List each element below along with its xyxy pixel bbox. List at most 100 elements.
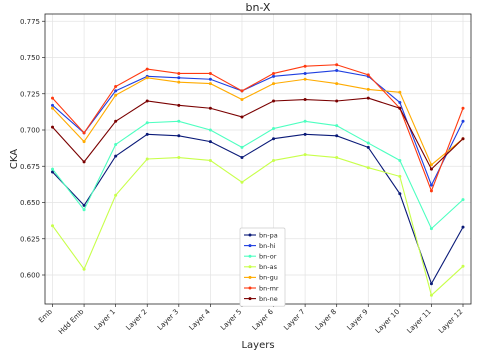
data-point — [82, 131, 86, 135]
data-point — [272, 74, 276, 78]
chart-title: bn-X — [246, 1, 271, 14]
data-point — [51, 125, 54, 129]
data-point — [145, 132, 149, 136]
data-point — [303, 98, 307, 102]
data-point — [51, 167, 54, 171]
data-point — [461, 137, 465, 141]
x-axis-title: Layers — [241, 340, 274, 351]
data-point — [240, 180, 244, 184]
data-point — [82, 203, 86, 207]
y-tick-label: 0.725 — [20, 90, 40, 98]
legend-marker-bn-hi — [248, 244, 252, 248]
data-point — [272, 137, 276, 141]
data-point — [51, 224, 54, 228]
data-point — [335, 156, 339, 160]
data-point — [114, 93, 118, 97]
legend-label-bn-as: bn-as — [259, 263, 278, 271]
data-point — [272, 158, 276, 162]
series-line-bn-gu — [52, 77, 464, 166]
data-point — [51, 106, 54, 110]
y-tick-label: 0.700 — [20, 127, 40, 135]
data-point — [177, 71, 181, 75]
series-line-bn-ne — [52, 97, 464, 171]
data-point — [303, 64, 307, 68]
data-point — [145, 76, 149, 80]
legend-marker-bn-gu — [248, 275, 252, 279]
y-tick-label: 0.600 — [20, 272, 40, 280]
data-point — [398, 174, 402, 178]
legend-marker-bn-as — [248, 265, 252, 269]
data-point — [82, 140, 86, 144]
y-tick-label: 0.750 — [20, 54, 40, 62]
data-point — [240, 98, 244, 102]
data-point — [429, 293, 433, 297]
legend-label-bn-hi: bn-hi — [259, 242, 276, 250]
data-point — [114, 154, 118, 158]
y-axis: 0.600 0.625 0.650 0.675 0.700 0.725 0.750 0.775 — [20, 18, 45, 280]
y-tick-label: 0.625 — [20, 235, 40, 243]
series-bn-as — [51, 153, 465, 297]
data-point — [177, 134, 181, 138]
legend-label-bn-mr: bn-mr — [259, 284, 279, 292]
data-point — [461, 198, 465, 202]
data-point — [82, 267, 86, 271]
data-point — [240, 115, 244, 119]
legend-label-bn-pa: bn-pa — [259, 231, 278, 239]
data-point — [51, 170, 54, 174]
data-point — [272, 82, 276, 86]
data-point — [429, 167, 433, 171]
data-point — [366, 73, 370, 77]
data-point — [366, 141, 370, 145]
data-point — [335, 82, 339, 86]
data-point — [208, 140, 212, 144]
series-bn-pa — [51, 132, 465, 286]
legend-marker-bn-ne — [248, 297, 252, 301]
legend-label-bn-or: bn-or — [259, 253, 277, 261]
data-point — [208, 71, 212, 75]
data-point — [145, 121, 149, 125]
data-point — [398, 90, 402, 94]
data-point — [114, 119, 118, 123]
data-point — [208, 128, 212, 132]
y-tick-label: 0.675 — [20, 163, 40, 171]
series-bn-ne — [51, 96, 465, 171]
data-point — [114, 193, 118, 197]
data-point — [366, 145, 370, 149]
data-point — [429, 189, 433, 193]
data-point — [335, 63, 339, 67]
data-point — [51, 96, 54, 100]
series-bn-or — [51, 119, 465, 231]
data-point — [366, 166, 370, 170]
data-point — [208, 77, 212, 81]
data-point — [208, 106, 212, 110]
data-point — [366, 87, 370, 91]
series-layer — [51, 63, 465, 297]
data-point — [303, 71, 307, 75]
data-point — [366, 96, 370, 100]
data-point — [240, 156, 244, 160]
data-point — [208, 82, 212, 86]
data-point — [51, 103, 54, 107]
data-point — [177, 156, 181, 160]
data-point — [145, 99, 149, 103]
data-point — [177, 76, 181, 80]
data-point — [177, 119, 181, 123]
data-point — [145, 157, 149, 161]
data-point — [335, 124, 339, 128]
data-point — [398, 100, 402, 104]
data-point — [461, 106, 465, 110]
data-point — [114, 143, 118, 146]
data-point — [303, 119, 307, 123]
data-point — [208, 158, 212, 162]
data-point — [429, 282, 433, 286]
data-point — [114, 85, 118, 88]
data-point — [398, 158, 402, 162]
data-point — [429, 227, 433, 231]
data-point — [272, 71, 276, 75]
data-point — [461, 264, 465, 268]
data-point — [114, 89, 118, 93]
data-point — [461, 119, 465, 123]
legend-label-bn-ne: bn-ne — [259, 295, 278, 303]
data-point — [429, 163, 433, 167]
